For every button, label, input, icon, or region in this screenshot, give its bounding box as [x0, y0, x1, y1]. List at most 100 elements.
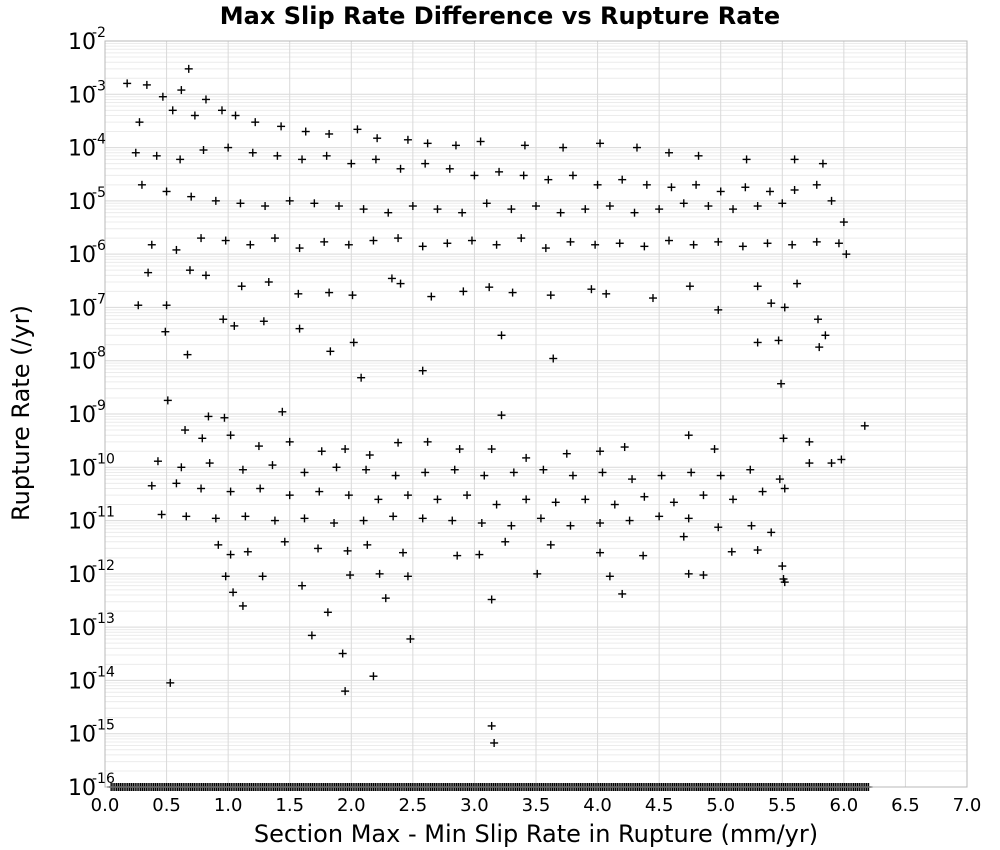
data-point [359, 516, 368, 525]
data-point [458, 208, 467, 217]
data-point [375, 569, 384, 578]
data-point [767, 299, 776, 308]
data-point [443, 239, 452, 248]
data-point [605, 572, 614, 581]
y-tick-exponent: -13 [92, 611, 115, 627]
y-tick-base: 10 [68, 403, 96, 428]
x-tick-label: 4.0 [583, 795, 612, 816]
data-point [387, 274, 396, 283]
data-point [201, 271, 210, 280]
data-point [779, 434, 788, 443]
data-point [427, 292, 436, 301]
data-point [559, 143, 568, 152]
y-tick-label: 10-2 [68, 25, 106, 55]
data-point [226, 487, 235, 496]
data-point [298, 581, 307, 590]
y-tick-exponent: -15 [92, 718, 115, 734]
data-point [581, 205, 590, 214]
data-point [568, 171, 577, 180]
data-point [365, 451, 374, 460]
data-point [357, 373, 366, 382]
data-point [268, 461, 277, 470]
data-point [738, 242, 747, 251]
y-tick-label: 10-4 [68, 132, 106, 162]
data-point [596, 139, 605, 148]
data-point [153, 457, 162, 466]
data-point [714, 237, 723, 246]
data-point [177, 86, 186, 95]
data-point [694, 151, 703, 160]
data-point [320, 237, 329, 246]
data-point [238, 601, 247, 610]
data-point [450, 465, 459, 474]
data-point [403, 491, 412, 500]
data-point [418, 242, 427, 251]
data-point [270, 234, 279, 243]
data-point [714, 523, 723, 532]
data-point [596, 548, 605, 557]
data-point [778, 562, 787, 571]
data-point [391, 471, 400, 480]
data-point [190, 111, 199, 120]
x-tick-label: 0.0 [91, 795, 120, 816]
data-point [775, 475, 784, 484]
y-tick-label: 10-5 [68, 185, 106, 215]
data-point [805, 437, 814, 446]
data-point [300, 514, 309, 523]
data-point [134, 301, 143, 310]
data-point [433, 205, 442, 214]
data-point [177, 463, 186, 472]
data-point [790, 155, 799, 164]
data-point [812, 180, 821, 189]
data-point [256, 484, 265, 493]
data-point [679, 199, 688, 208]
data-point [648, 294, 657, 303]
data-point [322, 151, 331, 160]
data-point [226, 550, 235, 559]
y-tick-base: 10 [68, 563, 96, 588]
data-point [369, 672, 378, 681]
data-point [181, 426, 190, 435]
y-tick-exponent: -14 [92, 664, 115, 680]
data-point [618, 175, 627, 184]
y-tick-base: 10 [68, 456, 96, 481]
data-point [295, 324, 304, 333]
data-point [229, 588, 238, 597]
data-point [369, 236, 378, 245]
data-point [211, 514, 220, 523]
data-point [684, 431, 693, 440]
x-tick-label: 5.5 [768, 795, 797, 816]
data-point [187, 192, 196, 201]
data-point [406, 634, 415, 643]
data-point [664, 148, 673, 157]
y-tick-label: 10-6 [68, 238, 106, 268]
data-point [251, 118, 260, 127]
data-point [348, 291, 357, 300]
data-point [699, 491, 708, 500]
data-point [248, 148, 257, 157]
data-point [632, 143, 641, 152]
data-point [667, 183, 676, 192]
data-point [158, 92, 167, 101]
data-point [237, 282, 246, 291]
data-point [746, 465, 755, 474]
data-point [184, 64, 193, 73]
data-point [618, 589, 627, 598]
data-point [451, 141, 460, 150]
data-point [487, 721, 496, 730]
data-point [280, 537, 289, 546]
data-point [482, 199, 491, 208]
y-tick-label: 10-9 [68, 398, 106, 428]
data-point [315, 487, 324, 496]
data-point [199, 146, 208, 155]
x-tick-label: 6.0 [830, 795, 859, 816]
data-point [522, 453, 531, 462]
data-point [347, 159, 356, 168]
data-point [827, 459, 836, 468]
data-point [197, 234, 206, 243]
data-point [640, 492, 649, 501]
data-point [334, 202, 343, 211]
data-point [821, 331, 830, 340]
data-point [602, 289, 611, 298]
data-point [598, 468, 607, 477]
